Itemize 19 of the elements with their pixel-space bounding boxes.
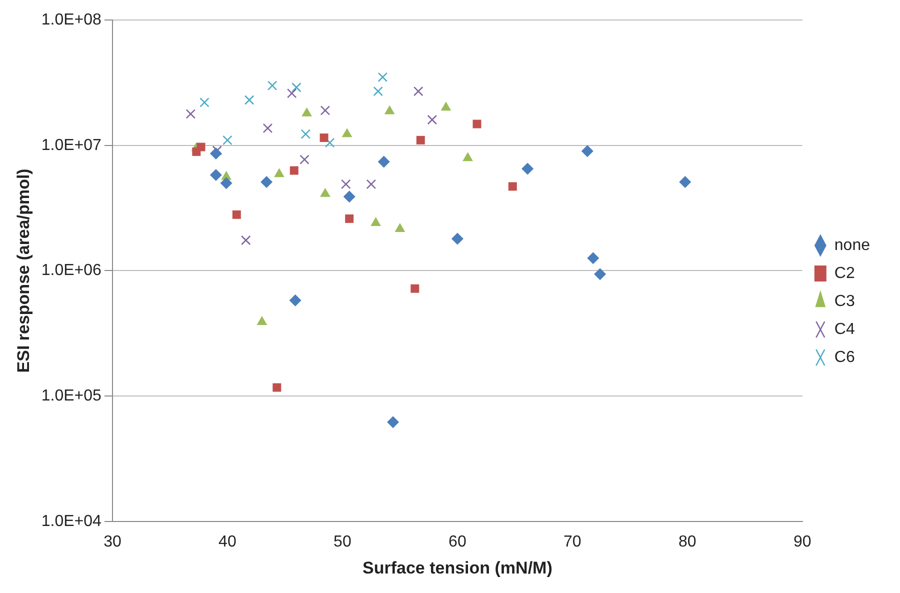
y-tick-label: 1.0E+07 xyxy=(41,136,102,154)
x-tick-label: 70 xyxy=(564,533,582,550)
legend-label: C6 xyxy=(834,348,855,366)
x-tick-label: 30 xyxy=(104,533,122,550)
x-axis-title: Surface tension (mN/M) xyxy=(362,558,552,578)
x-tick-label: 60 xyxy=(448,533,466,550)
x-tick-label: 50 xyxy=(334,533,352,550)
legend-label: C4 xyxy=(834,320,855,338)
legend-label: none xyxy=(834,236,870,254)
y-tick-label: 1.0E+08 xyxy=(41,11,102,28)
x-tick-label: 40 xyxy=(218,533,236,550)
legend-label: C3 xyxy=(834,292,855,310)
legend-label: C2 xyxy=(834,264,855,282)
y-tick-label: 1.0E+05 xyxy=(41,387,102,404)
y-tick-label: 1.0E+06 xyxy=(41,262,102,280)
y-tick-label: 1.0E+04 xyxy=(41,512,102,530)
x-tick-label: 80 xyxy=(678,533,696,550)
y-axis-title: ESI response (area/pmol) xyxy=(14,168,33,373)
x-tick-label: 90 xyxy=(794,533,812,550)
